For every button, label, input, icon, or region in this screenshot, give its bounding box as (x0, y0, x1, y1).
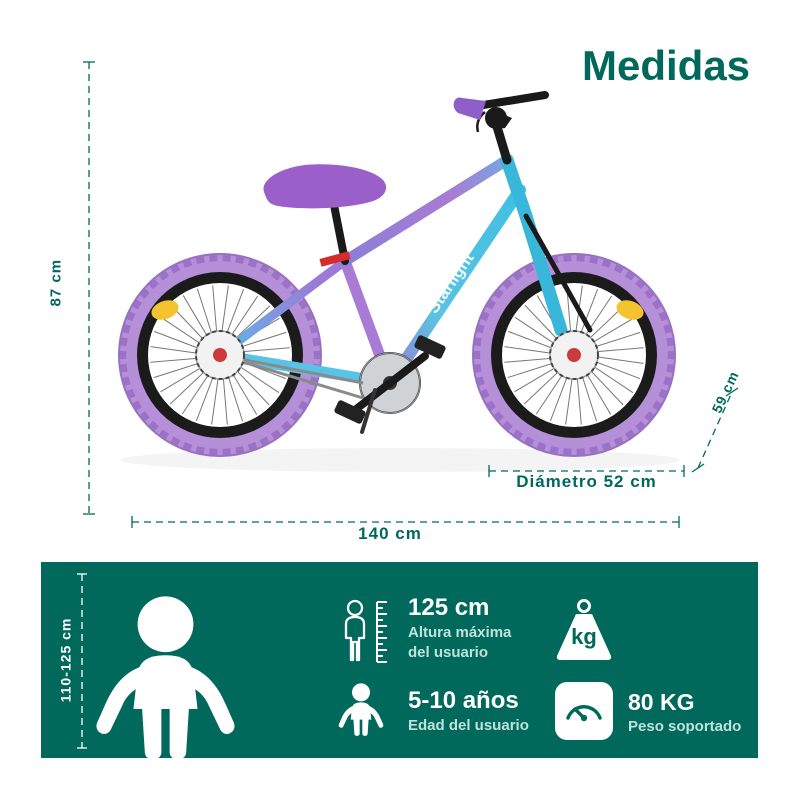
svg-text:kg: kg (571, 624, 597, 649)
svg-text:Starlight: Starlight (423, 249, 477, 317)
